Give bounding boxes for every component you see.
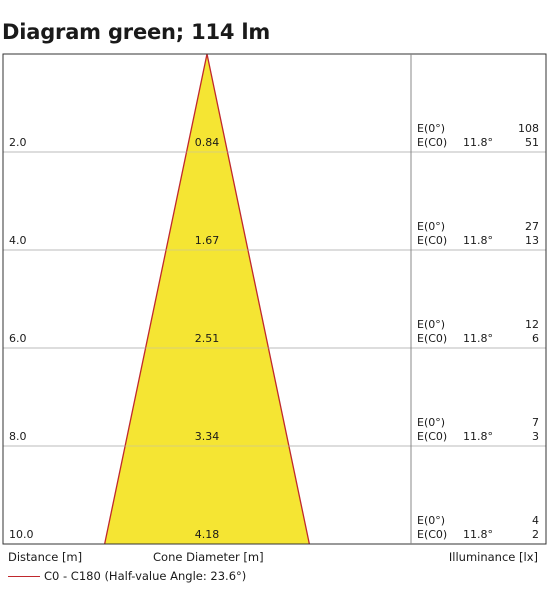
ec0-label: E(C0)	[417, 430, 447, 443]
e0-value: 108	[518, 122, 539, 135]
ec0-label: E(C0)	[417, 136, 447, 149]
distance-label: 2.0	[9, 136, 27, 149]
legend: C0 - C180 (Half-value Angle: 23.6°)	[8, 569, 246, 583]
cone-diameter-label: 4.18	[195, 528, 220, 541]
distance-label: 8.0	[9, 430, 27, 443]
e0-label: E(0°)	[417, 122, 445, 135]
ec0-angle: 11.8°	[463, 136, 493, 149]
distance-axis-label: Distance [m]	[8, 550, 83, 564]
ec0-angle: 11.8°	[463, 430, 493, 443]
cone-diameter-label: 0.84	[195, 136, 220, 149]
ec0-value: 3	[532, 430, 539, 443]
light-cone	[104, 54, 310, 544]
ec0-angle: 11.8°	[463, 332, 493, 345]
ec0-value: 2	[532, 528, 539, 541]
illuminance-axis-label: Illuminance [lx]	[448, 550, 538, 564]
legend-label: C0 - C180 (Half-value Angle: 23.6°)	[44, 569, 247, 583]
legend-line-swatch	[8, 576, 40, 577]
ec0-label: E(C0)	[417, 528, 447, 541]
cone-diameter-axis-label: Cone Diameter [m]	[153, 550, 264, 564]
e0-value: 12	[525, 318, 539, 331]
cone-edge-left	[103, 53, 208, 545]
e0-label: E(0°)	[417, 220, 445, 233]
e0-label: E(0°)	[417, 416, 445, 429]
diagram-title: Diagram green; 114 lm	[2, 20, 271, 44]
ec0-value: 13	[525, 234, 539, 247]
distance-label: 4.0	[9, 234, 27, 247]
ec0-angle: 11.8°	[463, 234, 493, 247]
cone-diameter-label: 2.51	[195, 332, 220, 345]
ec0-value: 51	[525, 136, 539, 149]
diagram-frame	[2, 53, 547, 545]
e0-label: E(0°)	[417, 318, 445, 331]
ec0-angle: 11.8°	[463, 528, 493, 541]
e0-value: 27	[525, 220, 539, 233]
distance-label: 10.0	[9, 528, 34, 541]
e0-value: 4	[532, 514, 539, 527]
ec0-value: 6	[532, 332, 539, 345]
cone-edge-right	[206, 53, 311, 545]
cone-diameter-label: 1.67	[195, 234, 220, 247]
ec0-label: E(C0)	[417, 332, 447, 345]
ec0-label: E(C0)	[417, 234, 447, 247]
distance-label: 6.0	[9, 332, 27, 345]
cone-diameter-label: 3.34	[195, 430, 220, 443]
e0-label: E(0°)	[417, 514, 445, 527]
e0-value: 7	[532, 416, 539, 429]
